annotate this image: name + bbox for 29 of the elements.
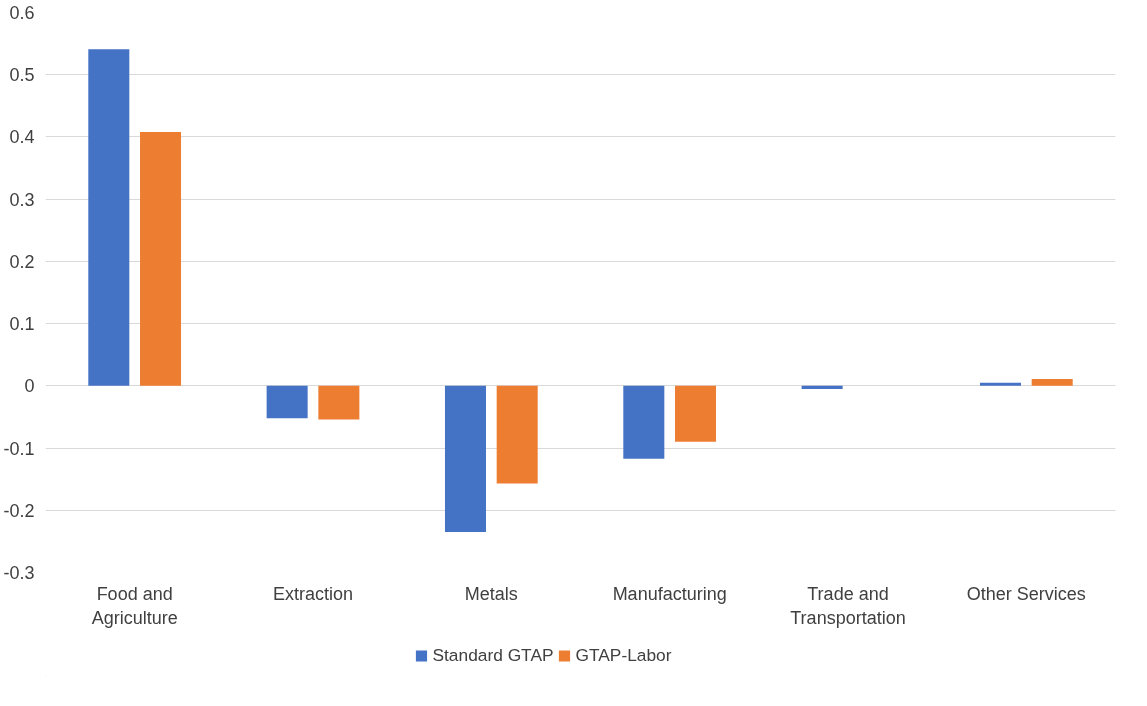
x-tick-label: Other Services [966,583,1086,604]
bar [266,385,308,419]
x-tick-label: Extraction [272,583,354,604]
y-tick-label: 0 [24,376,35,397]
x-tick-label: Manufacturing [612,583,727,604]
y-tick-label: 0.3 [9,189,35,210]
bar [801,385,843,389]
y-tick-label: 0.6 [9,3,35,23]
bar [496,385,538,484]
x-tick-label: Metals [464,583,518,604]
x-tick-label: Food and Agriculture [91,583,178,628]
legend-label: Standard GTAP [432,644,554,666]
y-tick-label: -0.2 [3,500,35,521]
bar [88,49,130,386]
bar [318,385,360,420]
bar [623,385,665,459]
y-tick-label: -0.1 [3,438,35,459]
bar [1031,378,1073,386]
bar [675,385,717,442]
y-tick-label: 0.4 [9,127,35,148]
legend-label: GTAP-Labor [575,644,672,666]
bar [979,382,1021,386]
x-tick-label: Trade and Transportation [790,583,906,628]
bar [140,131,182,386]
y-tick-label: 0.1 [9,314,35,335]
y-tick-label: -0.3 [3,563,35,583]
bar [444,385,486,533]
y-tick-label: 0.2 [9,251,35,272]
y-tick-label: 0.5 [9,65,35,86]
